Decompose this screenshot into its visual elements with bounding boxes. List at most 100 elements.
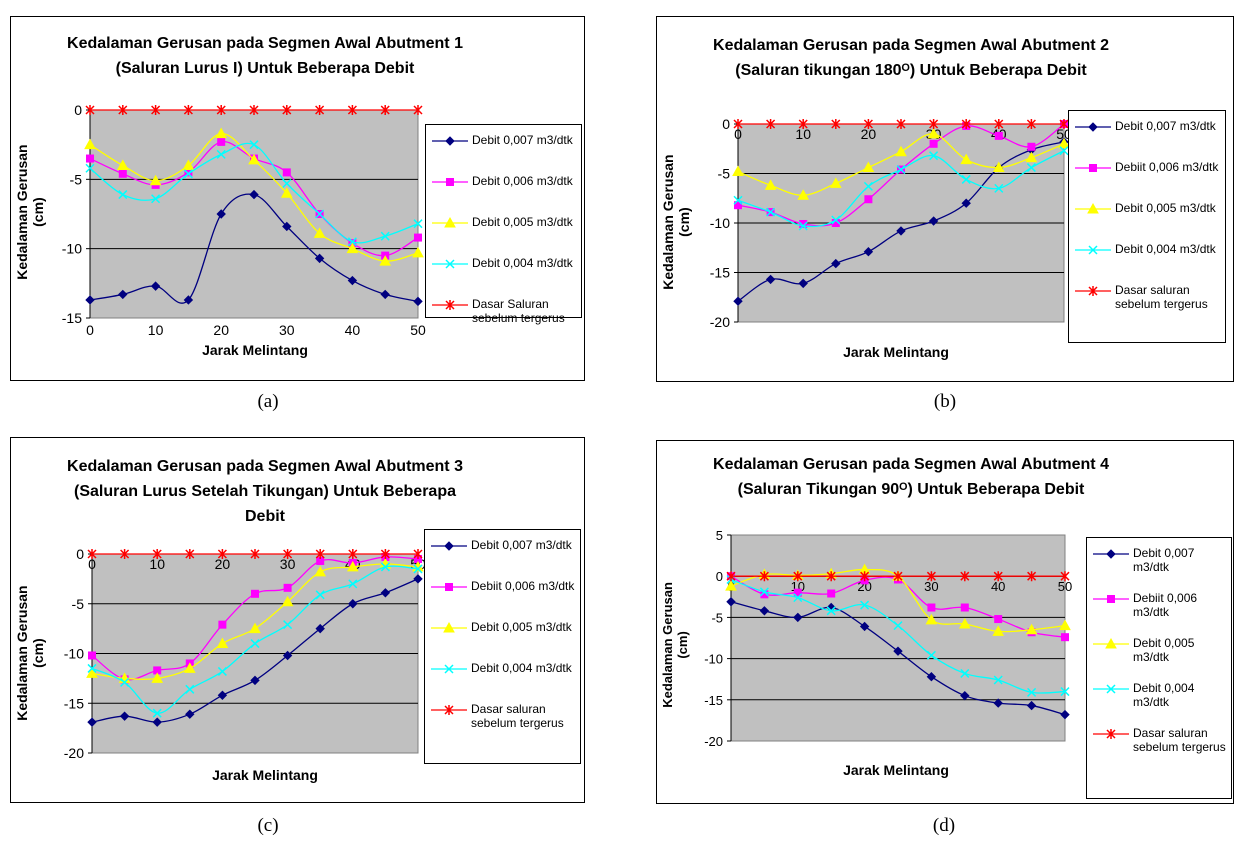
data-point	[766, 207, 776, 217]
x-tick-label: 50	[410, 322, 426, 338]
legend-swatch	[432, 259, 468, 269]
legend-marker	[445, 300, 455, 310]
legend-label: Dasar saluran sebelum tergerus	[1133, 726, 1226, 755]
series-4	[87, 562, 423, 718]
series-5	[726, 571, 1070, 582]
data-point	[183, 105, 193, 115]
data-point	[248, 153, 260, 165]
data-point	[797, 189, 810, 200]
legend-label: Debit 0,005 m3/dtk	[1115, 201, 1216, 215]
data-point	[218, 620, 227, 629]
data-point	[793, 593, 803, 603]
data-point	[185, 549, 195, 559]
legend-swatch	[432, 136, 468, 146]
data-point	[183, 662, 196, 673]
data-point	[314, 253, 325, 264]
data-point	[85, 105, 95, 115]
data-point	[185, 684, 195, 694]
data-point	[85, 163, 95, 173]
data-point	[759, 587, 769, 597]
data-point	[994, 131, 1003, 140]
data-point	[1059, 119, 1069, 129]
legend-swatch	[431, 541, 467, 551]
data-point	[282, 650, 293, 661]
legend-label: Debit 0,007 m3/dtk	[1133, 546, 1195, 575]
data-point	[413, 219, 423, 229]
data-point	[250, 639, 260, 649]
legend-marker	[1088, 245, 1098, 255]
data-point	[798, 278, 808, 289]
data-point	[380, 289, 390, 300]
series-4	[85, 140, 423, 247]
data-point	[347, 237, 357, 247]
data-point	[216, 149, 226, 159]
legend-swatch	[1093, 729, 1129, 739]
data-point	[216, 637, 229, 649]
data-point	[380, 231, 390, 241]
data-point	[347, 105, 357, 115]
legend-label: Debit 0,004 m3/dtk	[471, 661, 572, 675]
caption-b: (b)	[933, 391, 957, 412]
data-point	[961, 198, 971, 208]
y-tick-label: -20	[704, 734, 723, 749]
chart-title: Kedalaman Gerusan pada Segmen Awal Abutm…	[656, 34, 1166, 84]
y-axis-label: Kedalaman Gerusan (cm)	[13, 585, 46, 721]
chart-plot: 0-5-10-15-2001020304050	[64, 546, 426, 761]
chart-panel-c: Kedalaman Gerusan pada Segmen Awal Abutm…	[10, 437, 585, 803]
data-point	[961, 119, 971, 129]
chart-plot: 0-5-10-15-2001020304050	[710, 116, 1072, 330]
series-3	[84, 127, 424, 266]
legend-marker	[1106, 684, 1116, 694]
legend-marker	[445, 259, 455, 269]
legend: Debit 0,007 m3/dtk Debit 0,006 m3/dtk Debi…	[425, 124, 582, 325]
data-point	[733, 296, 743, 306]
data-point	[282, 221, 292, 232]
legend: Debit 0,007 m3/dtk Debiit 0,006 m3/dtk Deb…	[1086, 537, 1232, 799]
x-tick-label: 20	[861, 126, 877, 142]
data-point	[152, 549, 162, 559]
legend-marker	[1106, 729, 1116, 739]
data-point	[380, 549, 390, 559]
legend-marker	[444, 216, 456, 228]
data-point	[766, 119, 776, 129]
x-tick-label: 30	[924, 579, 938, 594]
data-point	[960, 153, 973, 165]
data-point	[1058, 137, 1070, 149]
data-point	[347, 275, 358, 286]
data-point	[249, 189, 259, 200]
data-point	[413, 549, 423, 559]
legend-marker	[445, 136, 455, 146]
y-tick-label: 0	[76, 546, 84, 562]
data-point	[793, 571, 803, 582]
legend-label: Dasar saluran sebelum tergerus	[1115, 283, 1208, 312]
series-1	[85, 189, 423, 307]
y-tick-label: -5	[70, 171, 83, 187]
x-tick-label: 0	[734, 126, 742, 142]
data-point	[281, 595, 294, 607]
data-point	[732, 165, 744, 177]
y-tick-label: -15	[710, 265, 730, 281]
data-point	[87, 717, 97, 727]
data-point	[733, 119, 743, 129]
legend-label: Debit 0,004 m3/dtk	[472, 256, 573, 270]
legend-label: Dasar saluran sebelum tergerus	[471, 702, 564, 731]
data-point	[960, 603, 969, 612]
data-point	[346, 560, 359, 572]
data-point	[831, 119, 841, 129]
data-point	[283, 583, 292, 592]
x-tick-label: 0	[88, 556, 96, 572]
data-point	[87, 549, 97, 559]
data-point	[1025, 623, 1038, 635]
data-point	[151, 194, 161, 204]
x-tick-label: 10	[795, 126, 811, 142]
y-tick-label: -10	[710, 215, 730, 231]
legend-swatch	[1093, 637, 1129, 649]
data-point	[726, 597, 736, 607]
legend-label: Debiit 0,006 m3/dtk	[1115, 160, 1219, 174]
data-point	[826, 606, 836, 616]
data-point	[893, 621, 903, 631]
legend-marker	[1106, 549, 1116, 559]
plot-area	[730, 534, 1066, 742]
data-point	[799, 219, 808, 228]
data-point	[958, 617, 971, 629]
